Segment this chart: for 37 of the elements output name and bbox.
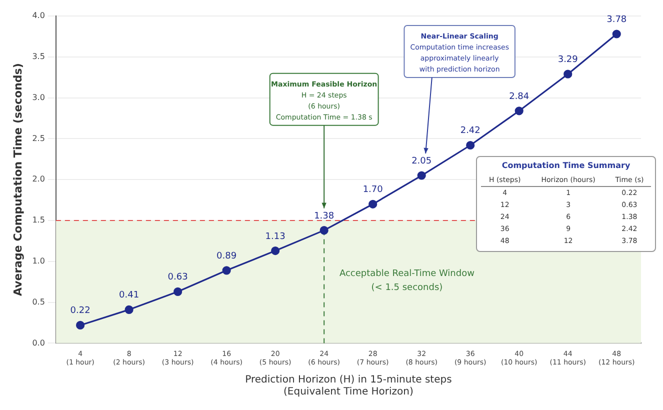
- text: 1.70: [362, 185, 383, 196]
- text: 2.84: [509, 92, 530, 102]
- point: [368, 200, 378, 208]
- x-axis-title: Prediction Horizon (H) in 15-minute steps (Equivalent Time Horizon): [245, 374, 452, 398]
- annotation: Computation Time Summary: [500, 161, 632, 170]
- point: [271, 246, 280, 256]
- text: 2.05: [412, 156, 432, 167]
- y-tick-label: 3.5: [32, 52, 45, 61]
- point: [320, 226, 328, 235]
- text: 0.63: [168, 272, 188, 283]
- y-tick-label: 4.0: [32, 11, 45, 20]
- text: 0.89: [216, 251, 237, 262]
- y-axis-title: Average Computation Time (seconds): [11, 63, 24, 296]
- y-tick-label: 3.0: [32, 92, 45, 102]
- y-tick-label: 1.0: [32, 256, 45, 266]
- point: [174, 287, 182, 296]
- text: 3.78: [606, 14, 627, 25]
- text: 1.38: [314, 211, 334, 222]
- point: [466, 140, 475, 150]
- y-tick-label: 2.0: [32, 174, 45, 184]
- point: [612, 30, 621, 38]
- text: 1.13: [265, 232, 286, 242]
- y-tick-label: 2.5: [32, 134, 45, 143]
- y-tick-label: 1.5: [32, 216, 45, 225]
- point: [76, 320, 85, 330]
- point: [514, 106, 524, 116]
- text: 0.22: [70, 306, 90, 316]
- point: [564, 70, 572, 78]
- y-tick-label: 0.0: [32, 338, 45, 348]
- text: 0.41: [119, 290, 140, 301]
- point: [417, 171, 426, 180]
- point: [222, 266, 231, 275]
- text: 2.42: [460, 126, 480, 136]
- text: 3.29: [558, 55, 578, 66]
- band-label: Acceptable Real-Time Window (< 1.5 seconds): [339, 268, 474, 293]
- point: [124, 305, 134, 314]
- y-tick-label: 0.5: [32, 297, 45, 306]
